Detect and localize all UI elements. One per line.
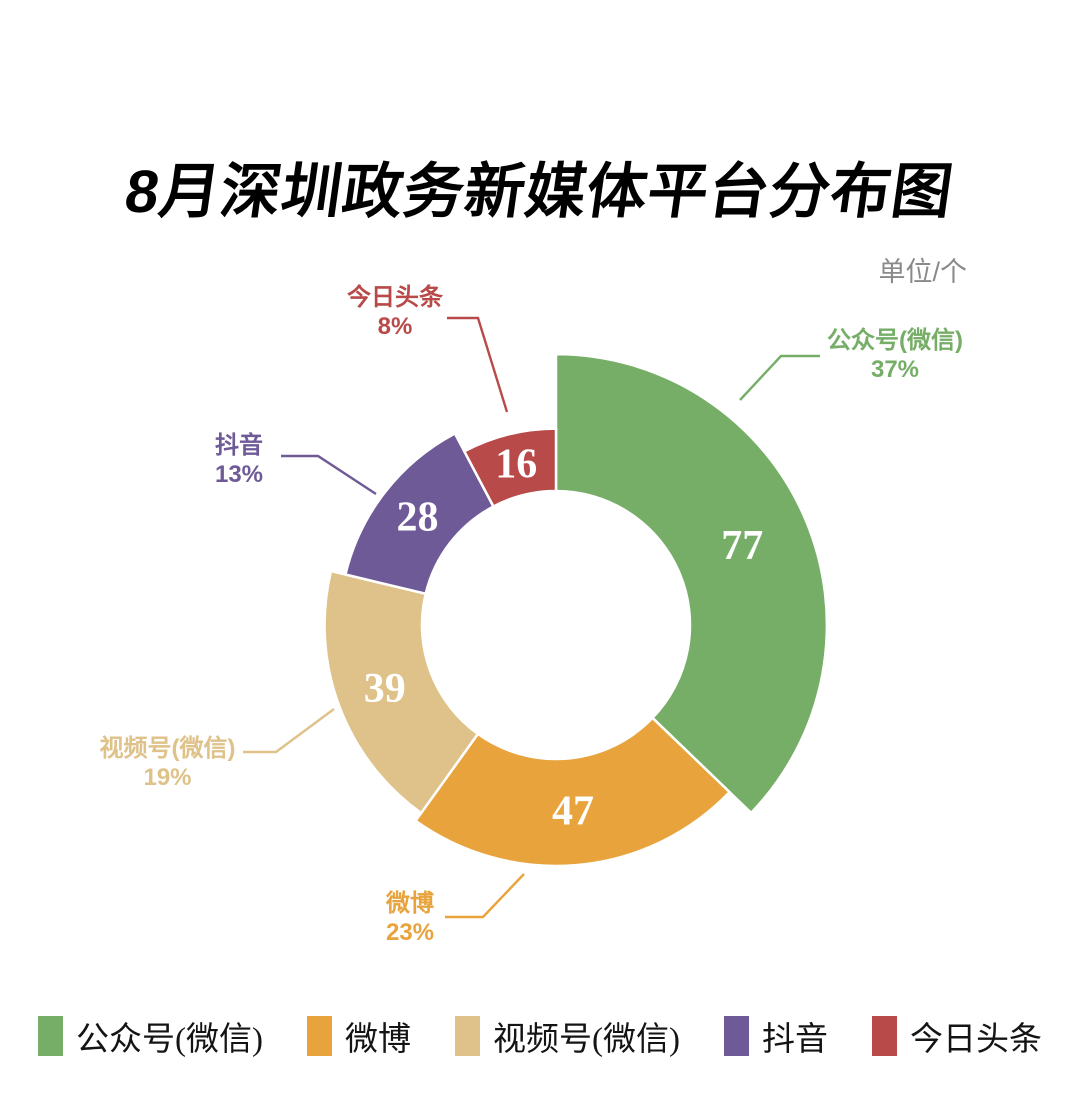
segment-value-1: 47 (552, 789, 594, 835)
callout-gongzhonghao-percent: 37% (870, 356, 920, 383)
callout-gongzhonghao-name: 公众号(微信) (827, 327, 963, 354)
callout-shipinhao: 视频号(微信) 19% (95, 734, 240, 792)
legend-label-douyin: 抖音 (761, 1022, 828, 1058)
legend-label-weibo: 微博 (345, 1022, 411, 1058)
legend-swatch-weibo (307, 1016, 332, 1056)
callout-douyin-name: 抖音 (215, 432, 263, 459)
legend-label-toutiao: 今日头条 (909, 1022, 1042, 1058)
callout-weibo-percent: 23% (385, 919, 435, 946)
legend-swatch-toutiao (871, 1016, 897, 1056)
callout-toutiao: 今日头条 8% (340, 283, 450, 341)
legend: 公众号(微信) 微博 视频号(微信) 抖音 今日头条 (0, 1012, 1080, 1060)
legend-label-gongzhonghao: 公众号(微信) (76, 1022, 263, 1058)
leader-line-toutiao (447, 316, 509, 413)
leader-line-douyin (281, 454, 377, 496)
callout-toutiao-name: 今日头条 (347, 284, 443, 311)
segment-value-0: 77 (721, 523, 763, 569)
callout-toutiao-percent: 8% (377, 313, 413, 340)
leader-line-gongzhonghao (739, 354, 820, 401)
legend-item-shipinhao: 视频号(微信) (455, 1012, 680, 1060)
donut-segments (323, 352, 829, 868)
legend-swatch-douyin (723, 1016, 749, 1056)
callout-douyin: 抖音 13% (196, 431, 282, 489)
segment-value-3: 28 (397, 495, 439, 541)
segment-value-2: 39 (364, 666, 406, 712)
legend-item-douyin: 抖音 (723, 1012, 828, 1060)
callout-gongzhonghao: 公众号(微信) 37% (820, 326, 970, 384)
callout-douyin-percent: 13% (214, 461, 264, 488)
legend-item-weibo: 微博 (307, 1012, 411, 1060)
segment-value-4: 16 (495, 442, 537, 488)
legend-swatch-shipinhao (455, 1016, 480, 1056)
callout-shipinhao-percent: 19% (143, 764, 192, 791)
leader-line-weibo (445, 873, 525, 919)
pie-segment-0 (554, 352, 829, 815)
legend-label-shipinhao: 视频号(微信) (493, 1022, 680, 1058)
unit-note: 单位/个 (878, 257, 967, 287)
callout-weibo: 微博 23% (372, 889, 448, 947)
pie-segment-4 (462, 427, 558, 509)
legend-item-gongzhonghao: 公众号(微信) (38, 1012, 263, 1060)
callout-weibo-name: 微博 (386, 890, 434, 917)
leader-line-shipinhao (243, 708, 335, 754)
pie-segment-3 (343, 431, 496, 596)
legend-item-toutiao: 今日头条 (871, 1012, 1042, 1060)
donut-segment-values: 77 47 39 28 16 (364, 442, 764, 835)
pie-segment-1 (413, 716, 732, 868)
callout-shipinhao-name: 视频号(微信) (99, 735, 236, 762)
pie-segment-2 (323, 569, 480, 815)
legend-swatch-gongzhonghao (38, 1016, 64, 1056)
